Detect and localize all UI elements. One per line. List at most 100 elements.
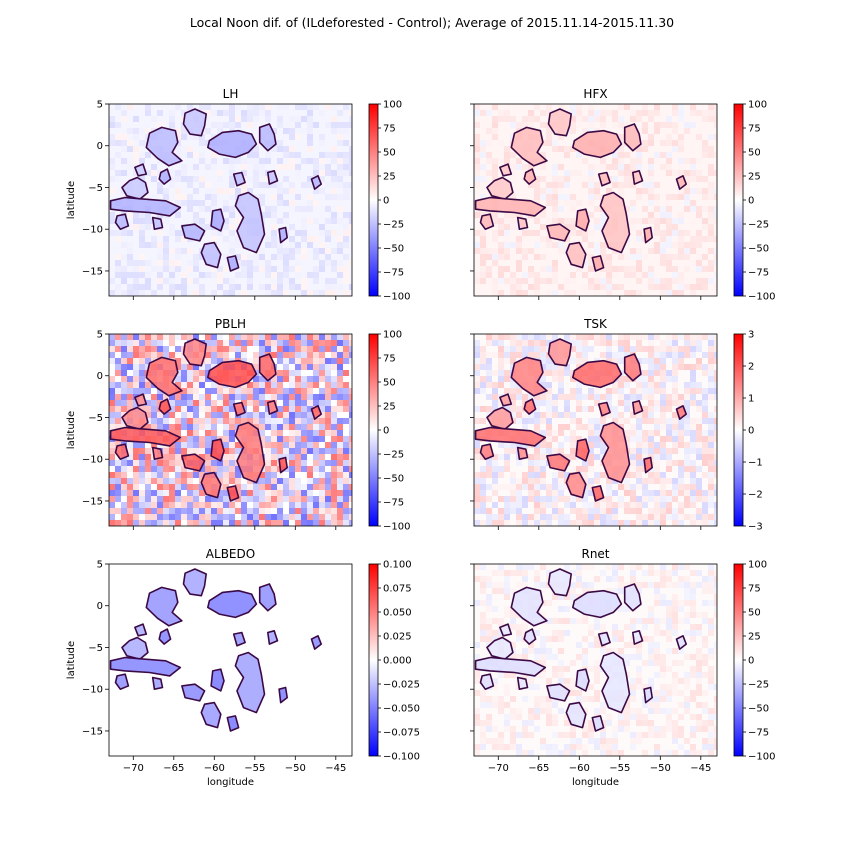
deforestation-contour <box>597 631 611 647</box>
deforestation-contour <box>109 656 182 677</box>
panel-rnet: Rnet −70 −65 −60 −55 −50 −45 longitude 100 75 50 25… <box>470 547 775 788</box>
colorbar-tick-label: −100 <box>383 292 410 303</box>
deforestation-contour <box>258 583 277 612</box>
colorbar-tick-label: 75 <box>383 124 396 135</box>
deforestation-contour <box>631 399 644 415</box>
deforestation-contour <box>134 393 148 407</box>
deforestation-contour <box>266 629 279 645</box>
deforestation-contour <box>571 359 623 389</box>
deforestation-contour <box>565 701 587 729</box>
x-axis-label: longitude <box>572 777 619 788</box>
deforestation-contour <box>151 446 164 461</box>
colorbar-tick-label: 50 <box>383 378 396 389</box>
deforestation-contour <box>181 683 206 702</box>
y-tick-label: −5 <box>88 183 103 194</box>
deforestation-contour <box>565 471 587 499</box>
y-tick-label: −10 <box>82 225 103 236</box>
colorbar-tick-label: 2 <box>748 362 754 373</box>
panel-pblh: PBLH50−5−10−15latitude1007550250−25−50−7… <box>66 317 410 533</box>
deforestation-contour <box>643 456 654 474</box>
panel-lh: LH50−5−10−15latitude1007550250−25−50−75−… <box>66 87 410 303</box>
deforestation-contour <box>597 401 611 417</box>
deforestation-contour <box>200 701 222 729</box>
colorbar-tick-label: 25 <box>748 632 761 643</box>
deforestation-contour <box>121 406 149 431</box>
colorbar <box>368 333 379 527</box>
panel-hfx: HFX 100 75 50 25 0 −25 −50 −75 −100 <box>470 87 775 303</box>
deforestation-contour <box>232 401 246 417</box>
y-tick-label: −10 <box>82 455 103 466</box>
colorbar-tick-label: 0 <box>383 196 389 207</box>
deforestation-contour <box>599 651 631 714</box>
colorbar-tick-label: 0.050 <box>383 608 412 619</box>
deforestation-contour <box>114 213 130 230</box>
y-tick-label: −15 <box>82 496 103 507</box>
deforestation-contour <box>181 223 206 242</box>
deforestation-contour <box>278 226 289 244</box>
deforestation-contour <box>591 715 605 732</box>
colorbar-tick-label: 100 <box>748 100 767 111</box>
colorbar-tick-label: 75 <box>748 584 761 595</box>
colorbar-tick-label: 100 <box>748 560 767 571</box>
colorbar-tick-label: 0.025 <box>383 632 412 643</box>
heatmap-field <box>109 334 352 526</box>
colorbar-tick-label: −25 <box>748 220 769 231</box>
colorbar-tick-label: 0.100 <box>383 560 412 571</box>
figure-suptitle: Local Noon dif. of (ILdeforested - Contr… <box>190 15 674 30</box>
deforestation-contour <box>546 223 571 242</box>
deforestation-contour <box>599 421 631 484</box>
colorbar-tick-label: −1 <box>748 458 763 469</box>
colorbar-tick-label: −50 <box>748 244 769 255</box>
deforestation-contour <box>151 216 164 230</box>
deforestation-contour <box>516 446 529 461</box>
deforestation-contour <box>232 171 246 187</box>
deforestation-contour <box>523 628 537 645</box>
panel-title: ALBEDO <box>206 547 255 561</box>
deforestation-contour <box>591 255 605 272</box>
panel-tsk: TSK 3 2 1 0 −1 −2 −3 <box>470 317 763 533</box>
deforestation-contour <box>210 668 225 692</box>
deforestation-contour <box>181 453 206 472</box>
deforestation-contour <box>145 586 183 627</box>
deforestation-contour <box>158 398 172 415</box>
y-tick-label: 0 <box>97 371 103 382</box>
deforestation-contour <box>623 123 642 152</box>
x-tick-label: −45 <box>690 763 711 774</box>
deforestation-contour <box>547 568 573 597</box>
deforestation-contour <box>599 191 631 254</box>
deforestation-contour <box>207 129 258 159</box>
y-axis-label: latitude <box>66 181 77 219</box>
panel-title: LH <box>223 87 239 101</box>
colorbar-tick-label: −0.075 <box>383 728 420 739</box>
deforestation-contour <box>591 485 605 502</box>
deforestation-contour <box>510 586 548 627</box>
deforestation-contour <box>474 426 547 447</box>
deforestation-contour <box>510 356 548 397</box>
panel-title: Rnet <box>581 547 609 561</box>
deforestation-contour <box>675 634 688 650</box>
deforestation-contour <box>151 676 164 691</box>
deforestation-contour <box>571 129 623 159</box>
deforestation-contour <box>145 126 183 167</box>
colorbar-tick-label: −75 <box>748 728 769 739</box>
deforestation-contour <box>226 715 240 732</box>
deforestation-contour <box>675 404 688 420</box>
y-tick-label: 5 <box>97 330 103 341</box>
colorbar-tick-label: −25 <box>383 220 404 231</box>
deforestation-contour <box>623 583 642 612</box>
heatmap-field <box>474 104 717 296</box>
deforestation-contour <box>523 398 537 415</box>
deforestation-contour <box>643 686 654 704</box>
deforestation-contour <box>109 426 182 447</box>
y-tick-label: 5 <box>97 560 103 571</box>
deforestation-contour <box>516 216 529 230</box>
colorbar-tick-label: −75 <box>748 268 769 279</box>
deforestation-contour <box>207 589 258 619</box>
colorbar-tick-label: 50 <box>748 148 761 159</box>
deforestation-contour <box>310 175 323 190</box>
colorbar-tick-label: −50 <box>383 244 404 255</box>
x-tick-label: −50 <box>650 763 671 774</box>
deforestation-contour <box>182 568 207 597</box>
colorbar-tick-label: −3 <box>748 522 763 533</box>
